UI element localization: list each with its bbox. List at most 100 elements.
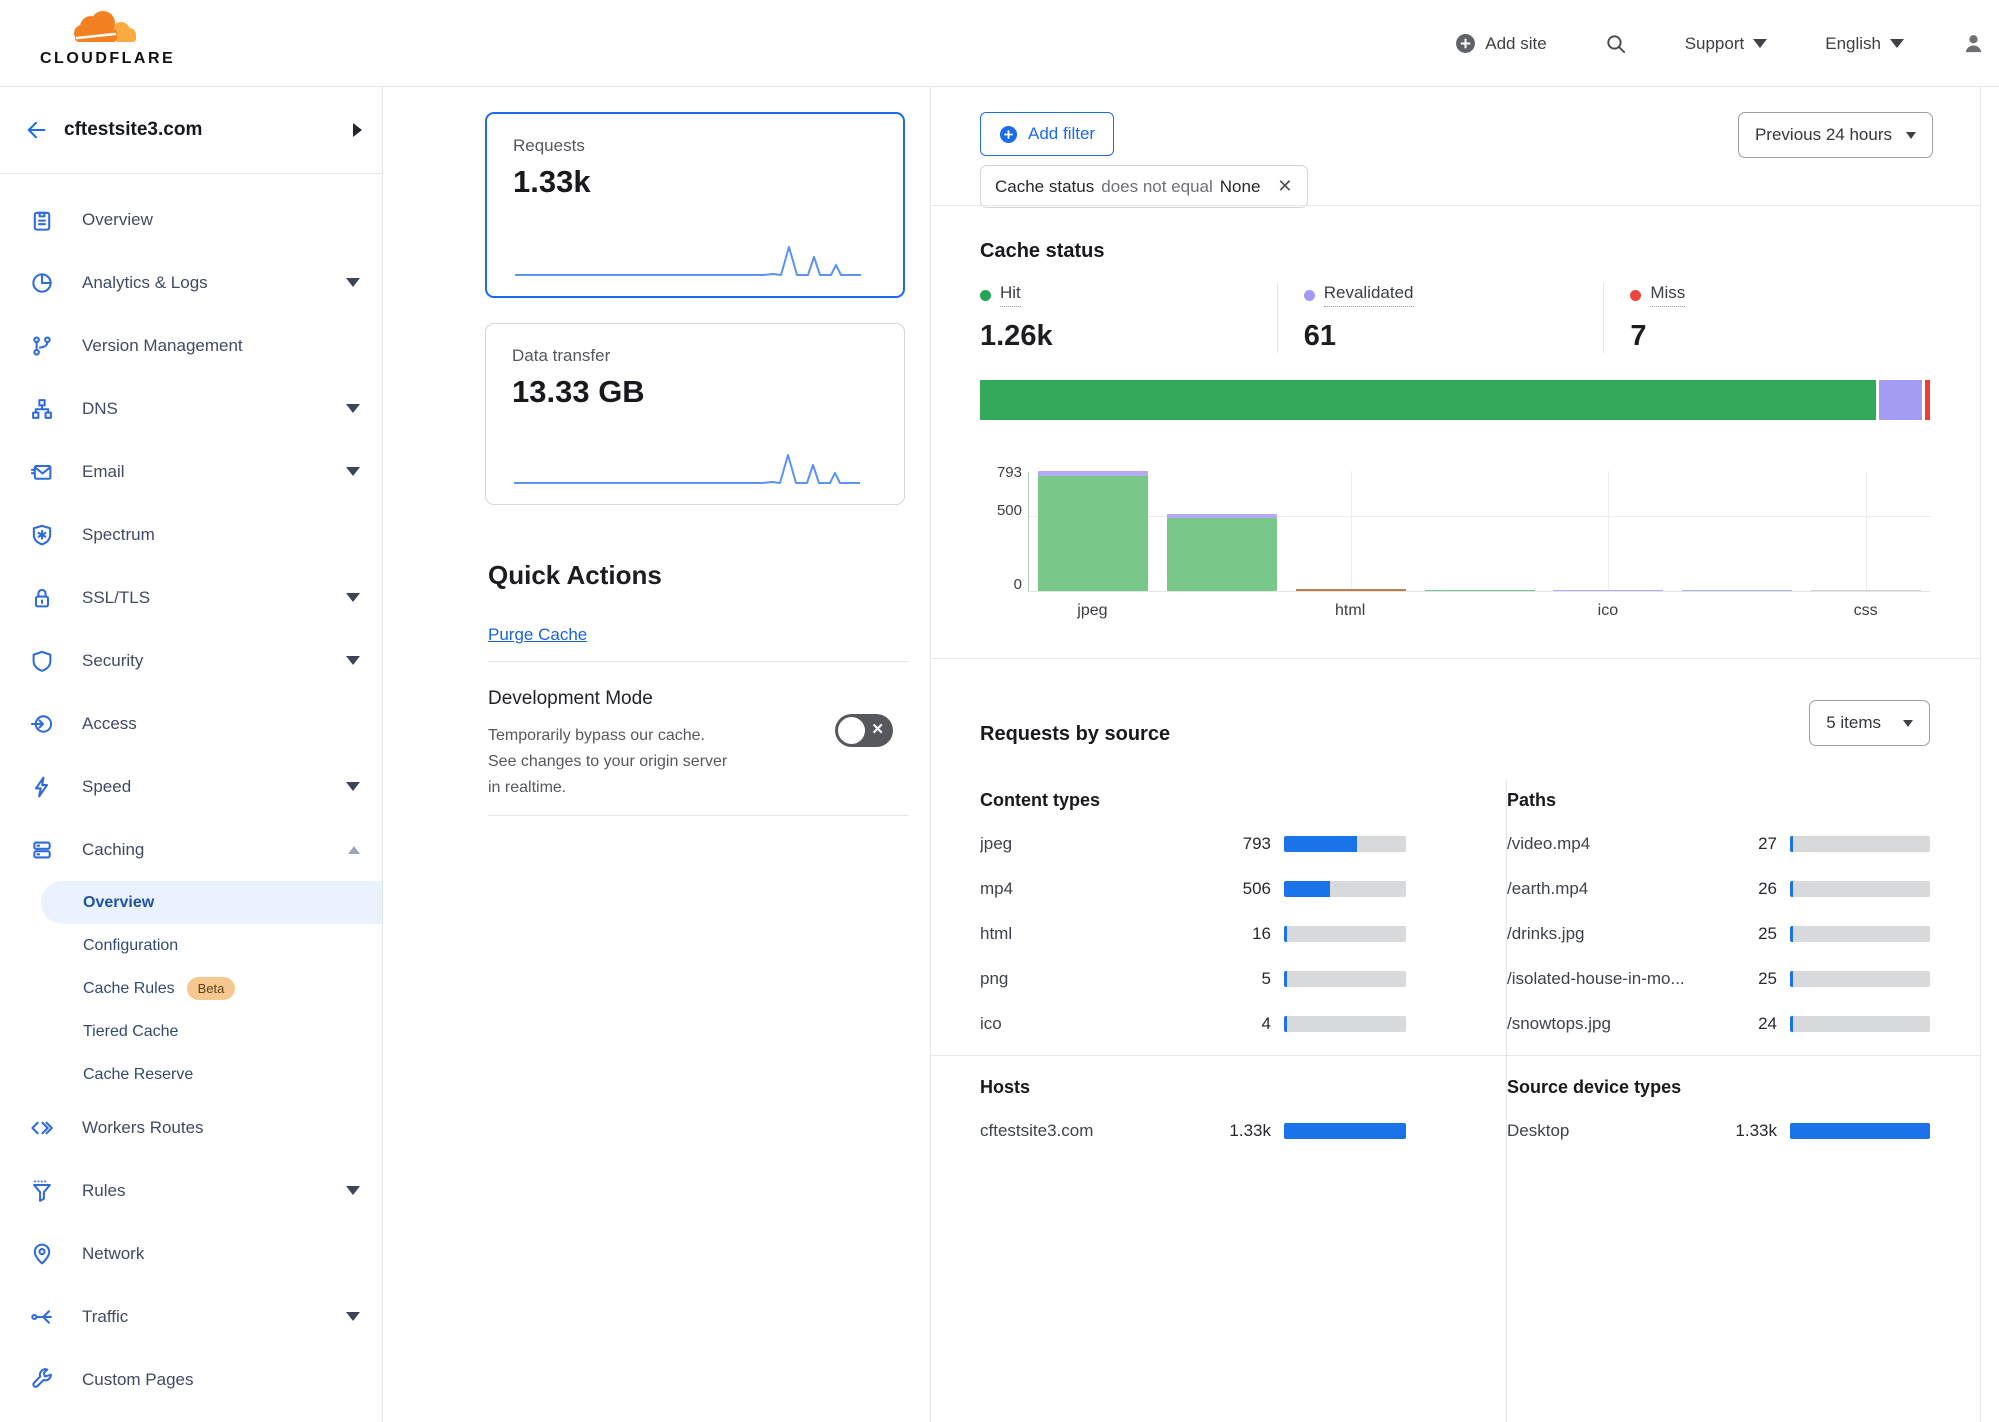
sidebar-subitem-cache-rules[interactable]: Cache Rules Beta (41, 967, 382, 1010)
filter-chip-close-icon[interactable]: ✕ (1277, 176, 1293, 196)
row-value: 25 (1758, 968, 1777, 988)
device-types-table: Source device types Desktop 1.33k (1507, 1077, 1930, 1153)
sidebar-item-traffic[interactable]: Traffic (0, 1285, 382, 1348)
chart-slot (1029, 471, 1158, 591)
chart-plot-area (1028, 471, 1931, 592)
sidebar-subitem-cache-reserve[interactable]: Cache Reserve (83, 1065, 194, 1083)
chevron-right-icon[interactable] (353, 123, 362, 137)
y-tick-label: 0 (1013, 576, 1022, 593)
sidebar-item-analytics-logs[interactable]: Analytics & Logs (0, 251, 382, 314)
chevron-down-icon (1903, 719, 1913, 727)
row-label: /drinks.jpg (1507, 923, 1585, 943)
table-row: Desktop 1.33k (1507, 1108, 1930, 1153)
table-row: /snowtops.jpg 24 (1507, 1001, 1930, 1046)
chevron-down-icon (346, 404, 360, 413)
stackbar-segment-hit (980, 380, 1876, 420)
bar-segment (1424, 589, 1535, 591)
chevron-down-icon (346, 1186, 360, 1195)
sidebar-item-spectrum[interactable]: Spectrum (0, 503, 382, 566)
purge-cache-link[interactable]: Purge Cache (488, 625, 588, 644)
account-button[interactable] (1962, 32, 1985, 55)
row-bar-track (1284, 1122, 1406, 1139)
filter-chip[interactable]: Cache status does not equal None ✕ (980, 165, 1308, 208)
add-site-button[interactable]: Add site (1455, 33, 1547, 54)
sidebar-item-security[interactable]: Security (0, 629, 382, 692)
sidebar-item-workers-routes[interactable]: Workers Routes (0, 1096, 382, 1159)
x-tick-label: jpeg (1077, 602, 1108, 619)
row-bar-fill (1284, 1015, 1287, 1032)
table-row: ico 4 (980, 1001, 1406, 1046)
version-icon (30, 334, 54, 358)
sidebar-item-ssl-tls[interactable]: SSL/TLS (0, 566, 382, 629)
analytics-icon (30, 271, 54, 295)
dns-icon (30, 397, 54, 421)
stat-label[interactable]: Hit (1000, 283, 1021, 307)
language-menu[interactable]: English (1825, 34, 1904, 54)
sidebar-item-version-management[interactable]: Version Management (0, 314, 382, 377)
development-mode-description: Temporarily bypass our cache. See change… (488, 727, 728, 796)
sidebar-item-rules[interactable]: Rules (0, 1159, 382, 1222)
chart-slot (1673, 471, 1802, 591)
cloudflare-cloud-icon (74, 11, 136, 42)
quick-actions-section: Quick Actions Purge Cache Development Mo… (488, 560, 908, 816)
data-transfer-card-value: 13.33 GB (512, 374, 645, 409)
site-name: cftestsite3.com (64, 119, 203, 140)
stat-label[interactable]: Miss (1650, 283, 1686, 307)
row-bar-track (1790, 835, 1930, 852)
development-mode-toggle[interactable]: ✕ (835, 714, 893, 747)
row-bar-track (1790, 880, 1930, 897)
row-label: png (980, 968, 1009, 988)
row-label: jpeg (980, 833, 1013, 853)
requests-card-value: 1.33k (513, 164, 591, 199)
stackbar-segment-miss (1925, 380, 1930, 420)
content-types-table: Content types jpeg 793 mp4 506 html 16 p… (980, 790, 1406, 1046)
sidebar-subitem-overview[interactable]: Overview (41, 881, 382, 924)
sidebar-item-custom-pages[interactable]: Custom Pages (0, 1348, 382, 1411)
access-icon (30, 712, 54, 736)
sidebar-item-overview[interactable]: Overview (0, 188, 382, 251)
add-filter-button[interactable]: Add filter (980, 112, 1115, 156)
bar-segment (1681, 589, 1792, 591)
bar-segment (1553, 589, 1664, 591)
stat-value: 1.26k (980, 320, 1053, 352)
development-mode-title: Development Mode (488, 688, 653, 709)
sidebar-item-dns[interactable]: DNS (0, 377, 382, 440)
requests-metric-card[interactable]: Requests 1.33k (485, 112, 905, 298)
support-menu[interactable]: Support (1685, 34, 1768, 54)
bar-segment (1295, 588, 1406, 591)
row-value: 16 (1252, 923, 1271, 943)
row-bar-fill (1284, 835, 1357, 852)
sidebar-item-network[interactable]: Network (0, 1222, 382, 1285)
requests-sparkline (515, 246, 861, 276)
development-mode-row: Development Mode Temporarily bypass our … (488, 688, 908, 816)
stat-label[interactable]: Revalidated (1323, 283, 1414, 307)
data-transfer-metric-card[interactable]: Data transfer 13.33 GB (485, 323, 905, 505)
sidebar-subitem-configuration[interactable]: Configuration (83, 936, 179, 954)
back-arrow-icon[interactable] (24, 118, 48, 142)
chevron-down-icon (346, 656, 360, 665)
sidebar-subitem-tiered-cache[interactable]: Tiered Cache (83, 1022, 179, 1040)
chart-bar (1424, 589, 1535, 591)
table-row: mp4 506 (980, 866, 1406, 911)
v-gridline (1608, 471, 1610, 591)
table-header: Hosts (980, 1077, 1031, 1097)
v-gridline (1350, 471, 1352, 591)
row-bar-track (1790, 1122, 1930, 1139)
sidebar-item-email[interactable]: Email (0, 440, 382, 503)
stackbar-segment-revalidated (1878, 380, 1923, 420)
x-tick-label: css (1853, 602, 1878, 619)
row-value: 1.33k (1229, 1120, 1271, 1140)
chart-slot (1158, 471, 1287, 591)
chevron-down-icon (1753, 39, 1768, 48)
search-button[interactable] (1605, 33, 1627, 55)
sidebar-item-access[interactable]: Access (0, 692, 382, 755)
row-label: /earth.mp4 (1507, 878, 1589, 898)
row-label: Desktop (1507, 1120, 1570, 1140)
items-count-select[interactable]: 5 items (1809, 700, 1930, 746)
sidebar-item-caching[interactable]: Caching (0, 818, 382, 881)
sidebar-item-speed[interactable]: Speed (0, 755, 382, 818)
cache-status-stacked-bar (980, 380, 1930, 420)
row-bar-fill (1790, 880, 1793, 897)
row-bar-track (1790, 970, 1930, 987)
time-range-select[interactable]: Previous 24 hours (1737, 112, 1933, 158)
